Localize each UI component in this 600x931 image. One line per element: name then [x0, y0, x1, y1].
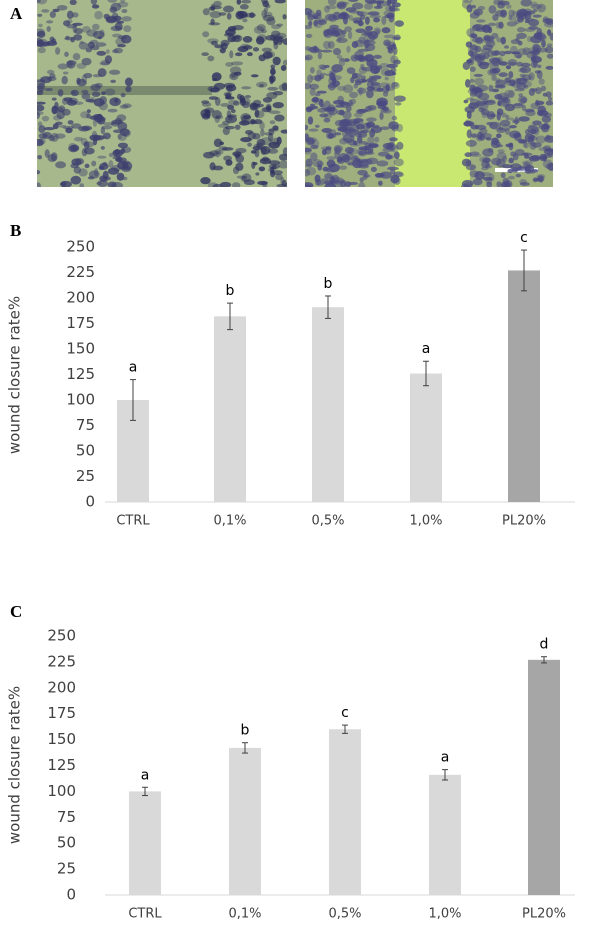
y-tick-label: 100 [66, 391, 95, 409]
y-tick-label: 75 [57, 808, 76, 826]
y-tick-label: 150 [47, 730, 76, 748]
significance-letter: d [540, 637, 549, 653]
significance-letter: a [441, 750, 450, 766]
x-tick-label: CTRL [128, 907, 162, 922]
significance-letter: a [422, 341, 431, 357]
y-tick-label: 200 [66, 289, 95, 307]
y-tick-label: 50 [57, 834, 76, 852]
significance-letter: b [226, 283, 235, 299]
bar [528, 659, 560, 895]
panel-label: B [10, 221, 21, 240]
x-tick-label: 1,0% [428, 907, 461, 922]
x-tick-label: PL20% [502, 514, 546, 529]
panel-label: C [10, 602, 22, 621]
y-tick-label: 175 [47, 704, 76, 722]
y-tick-label: 175 [66, 314, 95, 332]
y-tick-label: 25 [57, 860, 76, 878]
x-tick-label: CTRL [116, 514, 150, 529]
significance-letter: a [141, 767, 150, 783]
y-tick-label: 0 [85, 493, 95, 511]
significance-letter: c [520, 230, 528, 246]
x-tick-label: 0,1% [228, 907, 261, 922]
y-axis-label: wound closure rate% [6, 686, 24, 844]
bar [508, 270, 540, 502]
bar [312, 307, 344, 502]
y-tick-label: 225 [66, 263, 95, 281]
micrograph-left [37, 0, 287, 187]
bar [129, 791, 161, 895]
y-tick-label: 250 [47, 627, 76, 645]
bar [329, 729, 361, 895]
significance-letter: b [324, 276, 333, 292]
y-tick-label: 25 [76, 467, 95, 485]
y-tick-label: 100 [47, 782, 76, 800]
y-tick-label: 150 [66, 340, 95, 358]
y-tick-label: 0 [66, 886, 76, 904]
y-tick-label: 125 [47, 756, 76, 774]
y-tick-label: 125 [66, 365, 95, 383]
y-tick-label: 50 [76, 442, 95, 460]
y-tick-label: 225 [47, 652, 76, 670]
x-tick-label: 0,5% [311, 514, 344, 529]
y-axis-label: wound closure rate% [6, 296, 24, 454]
y-tick-label: 75 [76, 416, 95, 434]
significance-letter: c [341, 705, 349, 721]
y-tick-label: 200 [47, 678, 76, 696]
x-tick-label: 0,5% [328, 907, 361, 922]
micrograph-right [305, 0, 553, 187]
bar [410, 373, 442, 502]
significance-letter: b [241, 723, 250, 739]
panel-label: A [10, 4, 23, 23]
x-tick-label: 1,0% [409, 514, 442, 529]
y-tick-label: 250 [66, 238, 95, 256]
x-tick-label: 0,1% [213, 514, 246, 529]
bar [429, 774, 461, 895]
significance-letter: a [129, 360, 138, 376]
bar [229, 747, 261, 895]
x-tick-label: PL20% [522, 907, 566, 922]
bar [214, 316, 246, 502]
